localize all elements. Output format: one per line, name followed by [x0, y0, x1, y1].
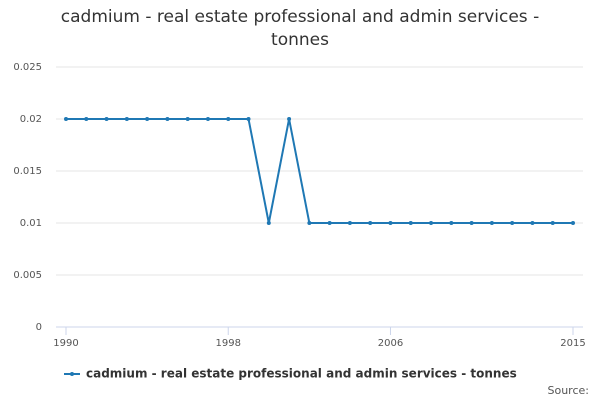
x-tick-label: 1998: [216, 338, 241, 349]
point: [469, 221, 474, 225]
point: [307, 221, 312, 225]
point: [287, 117, 292, 121]
x-tick-label: 2015: [560, 338, 585, 349]
point: [185, 117, 190, 121]
point: [571, 221, 575, 225]
point: [226, 117, 231, 121]
point: [347, 221, 352, 225]
point: [145, 117, 150, 121]
y-tick-label: 0: [36, 322, 42, 333]
point: [266, 221, 271, 225]
point: [124, 117, 129, 121]
y-tick-label: 0.015: [13, 166, 42, 177]
point: [368, 221, 373, 225]
point: [205, 117, 210, 121]
point: [550, 221, 555, 225]
point: [104, 117, 109, 121]
x-tick-label: 2006: [378, 338, 403, 349]
y-tick-label: 0.01: [20, 218, 42, 229]
legend-symbol: [70, 372, 74, 376]
y-tick-label: 0.02: [20, 114, 42, 125]
point: [388, 221, 393, 225]
x-tick-label: 1990: [53, 338, 78, 349]
point: [327, 221, 332, 225]
point: [408, 221, 413, 225]
point: [64, 117, 68, 121]
line: [66, 118, 573, 224]
point: [429, 221, 434, 225]
point: [246, 117, 251, 121]
legend-label: cadmium - real estate professional and a…: [86, 367, 517, 381]
source: Source:: [548, 384, 590, 397]
chart-title: cadmium - real estate professional and a…: [60, 7, 540, 50]
point: [449, 221, 454, 225]
point: [84, 117, 89, 121]
point: [510, 221, 515, 225]
point: [489, 221, 494, 225]
y-tick-label: 0.005: [13, 270, 42, 281]
point: [530, 221, 535, 225]
point: [165, 117, 170, 121]
y-tick-label: 0.025: [13, 62, 42, 73]
